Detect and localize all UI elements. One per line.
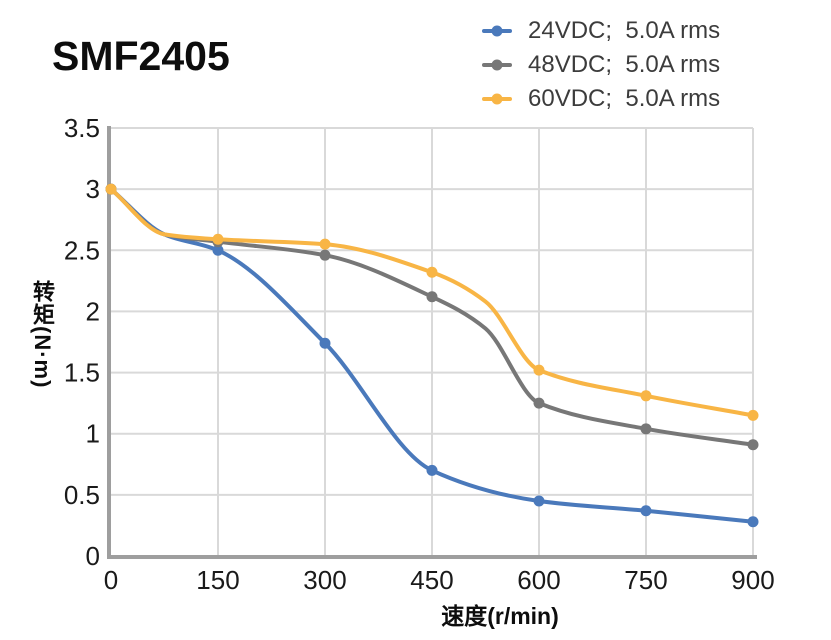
legend-item-24vdc: 24VDC; 5.0A rms bbox=[482, 14, 720, 48]
data-point-marker bbox=[747, 516, 759, 528]
x-axis-title: 速度(r/min) bbox=[441, 603, 559, 629]
y-tick-label: 0 bbox=[86, 541, 100, 571]
data-point-marker bbox=[533, 397, 545, 409]
x-tick-label: 150 bbox=[196, 565, 239, 595]
data-point-marker bbox=[319, 238, 331, 250]
data-point-marker bbox=[212, 244, 224, 256]
x-tick-label: 750 bbox=[624, 565, 667, 595]
data-point-marker bbox=[533, 495, 545, 507]
y-tick-label: 0.5 bbox=[64, 480, 100, 510]
series-line bbox=[109, 187, 755, 524]
page-title: SMF2405 bbox=[52, 33, 230, 79]
data-point-marker bbox=[533, 364, 545, 376]
y-tick-label: 3 bbox=[86, 174, 100, 204]
y-tick-label: 1.5 bbox=[64, 358, 100, 388]
y-axis-title: 转矩(N·m) bbox=[30, 280, 55, 389]
data-point-marker bbox=[640, 390, 652, 402]
data-point-marker bbox=[426, 464, 438, 476]
data-point-marker bbox=[640, 423, 652, 435]
legend-label: 48VDC; 5.0A rms bbox=[528, 51, 721, 78]
data-point-marker bbox=[212, 233, 224, 245]
data-point-marker bbox=[319, 337, 331, 349]
legend-label: 60VDC; 5.0A rms bbox=[528, 85, 721, 112]
gridlines bbox=[111, 127, 754, 556]
legend-line-marker-icon bbox=[482, 93, 512, 105]
data-point-marker bbox=[426, 266, 438, 278]
legend-dot-icon bbox=[491, 25, 503, 37]
x-tick-label: 450 bbox=[410, 565, 453, 595]
data-point-marker bbox=[105, 183, 117, 195]
legend-item-60vdc: 60VDC; 5.0A rms bbox=[482, 82, 720, 116]
x-tick-label: 300 bbox=[303, 565, 346, 595]
legend-dot-icon bbox=[491, 93, 503, 105]
data-point-marker bbox=[640, 505, 652, 517]
x-tick-label: 900 bbox=[731, 565, 774, 595]
y-tick-label: 2 bbox=[86, 296, 100, 326]
x-tick-label: 600 bbox=[517, 565, 560, 595]
legend-line-marker-icon bbox=[482, 25, 512, 37]
data-point-marker bbox=[747, 439, 759, 451]
data-point-marker bbox=[319, 249, 331, 261]
y-tick-label: 1 bbox=[86, 419, 100, 449]
legend: 24VDC; 5.0A rms 48VDC; 5.0A rms 60VDC; 5… bbox=[482, 14, 720, 116]
series-60vdc bbox=[105, 183, 759, 421]
x-tick-label: 0 bbox=[104, 565, 118, 595]
y-tick-label: 2.5 bbox=[64, 235, 100, 265]
legend-item-48vdc: 48VDC; 5.0A rms bbox=[482, 48, 720, 82]
legend-label: 24VDC; 5.0A rms bbox=[528, 17, 721, 44]
legend-line-marker-icon bbox=[482, 59, 512, 71]
data-point-marker bbox=[747, 409, 759, 421]
legend-dot-icon bbox=[491, 59, 503, 71]
y-tick-label: 3.5 bbox=[64, 113, 100, 143]
data-point-marker bbox=[426, 291, 438, 303]
